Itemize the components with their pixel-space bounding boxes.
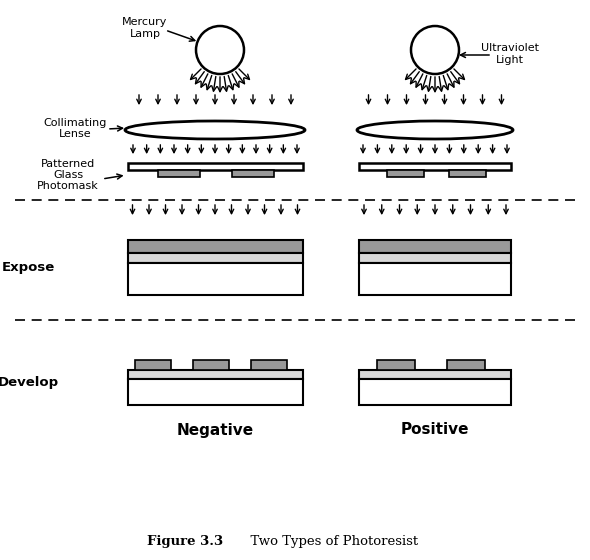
Bar: [158, 170, 200, 177]
Bar: [359, 253, 511, 263]
Bar: [232, 170, 274, 177]
Bar: [135, 360, 171, 370]
Bar: [449, 170, 486, 177]
Text: Two Types of Photoresist: Two Types of Photoresist: [242, 535, 418, 548]
Bar: [359, 163, 511, 170]
Bar: [359, 240, 511, 253]
Bar: [377, 360, 415, 370]
Bar: [447, 360, 485, 370]
Text: Patterned: Patterned: [41, 159, 95, 169]
Bar: [127, 240, 303, 253]
Text: Negative: Negative: [176, 422, 254, 437]
Text: Lense: Lense: [58, 129, 91, 139]
Text: Figure 3.3: Figure 3.3: [147, 535, 223, 548]
Text: Ultraviolet: Ultraviolet: [481, 43, 539, 53]
Text: Mercury: Mercury: [122, 17, 168, 27]
Bar: [359, 379, 511, 405]
Bar: [359, 263, 511, 295]
Bar: [387, 170, 424, 177]
Text: Glass: Glass: [53, 170, 83, 180]
Text: Light: Light: [496, 55, 524, 65]
Bar: [127, 163, 303, 170]
Bar: [127, 370, 303, 379]
Text: Photomask: Photomask: [37, 181, 99, 191]
Bar: [127, 263, 303, 295]
Text: Lamp: Lamp: [129, 29, 160, 39]
Bar: [193, 360, 229, 370]
Bar: [359, 370, 511, 379]
Text: Develop: Develop: [0, 376, 58, 389]
Bar: [127, 253, 303, 263]
Text: Collimating: Collimating: [43, 118, 107, 128]
Text: Positive: Positive: [401, 422, 469, 437]
Bar: [127, 379, 303, 405]
Text: Expose: Expose: [1, 261, 55, 274]
Bar: [251, 360, 287, 370]
